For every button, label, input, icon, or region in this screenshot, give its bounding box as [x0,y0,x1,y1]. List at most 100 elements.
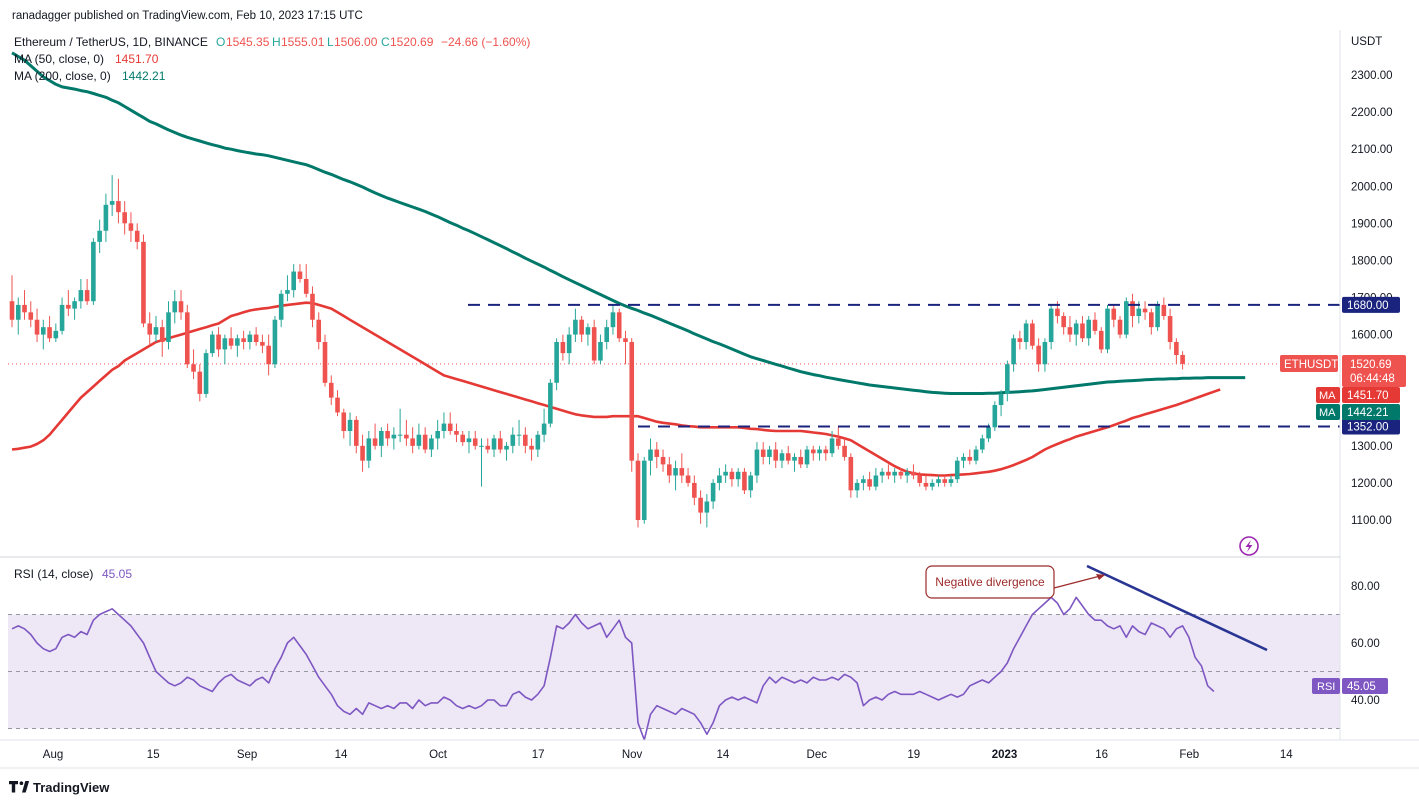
candle-body [84,290,90,302]
candle-body [9,301,15,320]
candles-layer [9,175,1185,528]
candle-body [967,456,973,461]
candle-body [266,345,271,365]
candle-body [767,449,772,457]
candle-body [172,301,178,313]
candle-body [854,482,860,491]
candle-body [285,290,290,294]
candle-body [867,479,872,487]
candle-body [886,471,891,476]
candle-body [742,471,747,491]
candle-body [754,449,760,476]
tradingview-logo-text: TradingView [33,780,110,795]
candle-body [122,212,127,224]
candle-body [260,342,265,346]
candle-body [541,423,547,435]
ma50-tag-text: MA [1319,390,1336,402]
candle-body [654,449,660,457]
candle-body [354,419,359,446]
candle-body [836,438,841,446]
candle-body [341,412,347,431]
ohlc-open-label: O [216,35,225,49]
price-tick-label: 2300.00 [1351,70,1393,82]
ma200-legend-value: 1442.21 [122,69,166,83]
time-tick-label: 17 [532,749,545,761]
ma200-badge-text: 1442.21 [1347,407,1389,419]
time-tick-label: 14 [1280,749,1293,761]
candle-body [917,475,922,483]
rsi-legend[interactable]: RSI (14, close) 45.05 [14,567,132,581]
candle-body [604,327,609,342]
candle-body [717,475,722,483]
levels-layer [468,303,1340,428]
candle-body [516,434,522,436]
candle-body [591,327,597,361]
time-tick-label: 15 [147,749,160,761]
candle-body [53,330,59,339]
candle-body [723,471,728,476]
candle-body [1048,308,1054,342]
candle-body [623,338,628,342]
price-tick-label: 2100.00 [1351,144,1393,156]
ma200-legend-label: MA (200, close, 0) [14,69,111,83]
candle-body [497,438,503,450]
candle-body [779,453,785,461]
ticker-badge-bg [1280,355,1338,372]
candle-body [278,293,284,320]
candle-body [986,427,991,439]
ma50-legend-label: MA (50, close, 0) [14,52,104,66]
candle-body [322,342,328,383]
candle-body [1105,308,1110,350]
candle-body [911,471,916,476]
resistance-badge-text: 1680.00 [1347,300,1389,312]
rsi-tick-label: 40.00 [1351,695,1380,707]
candle-body [472,438,478,446]
badges-layer: 1680.00 1352.00 ETHUSDT 1520.69 06:44:48 MA 14… [1280,296,1406,694]
candle-body [422,434,428,450]
resistance-badge-bg [1342,296,1400,313]
candle-body [316,319,322,342]
time-tick-label: Feb [1179,749,1199,761]
candle-body [441,423,447,431]
candle-body [529,445,534,450]
rsi-legend-value: 45.05 [102,567,132,581]
ma200-legend[interactable]: MA (200, close, 0) 1442.21 [14,69,166,83]
candle-body [1092,319,1098,331]
time-tick-label: Aug [43,749,63,761]
time-tick-label: 14 [335,749,348,761]
candle-body [247,334,253,342]
candle-body [197,371,203,394]
symbol-legend[interactable]: Ethereum / TetherUS, 1D, BINANCE O 1545.… [14,35,530,49]
ma50-badge-text: 1451.70 [1347,390,1389,402]
lightning-icon[interactable] [1239,536,1259,556]
candle-body [460,434,466,443]
candle-body [134,230,140,242]
candle-body [1142,308,1148,313]
candle-body [998,393,1004,406]
candle-body [1117,319,1123,335]
candle-body [1161,304,1167,317]
candle-body [948,479,954,483]
candle-body [1067,327,1073,335]
tradingview-logo[interactable]: TradingView [8,780,110,795]
candle-body [923,482,929,487]
ma50-legend[interactable]: MA (50, close, 0) 1451.70 [14,52,159,66]
candle-body [729,471,735,480]
candle-body [1080,323,1085,339]
candle-body [291,271,296,291]
candle-body [78,290,84,302]
price-tick-label: 1800.00 [1351,255,1393,267]
candle-body [454,431,459,435]
candle-body [66,304,71,309]
candle-body [235,338,240,346]
candle-body [347,419,353,431]
candle-body [942,479,948,483]
rsi-tag-bg [1312,678,1340,694]
price-tick-label: 2200.00 [1351,107,1393,119]
candle-body [91,241,96,302]
candle-body [435,431,440,439]
countdown-text: 06:44:48 [1350,373,1395,385]
candle-body [735,471,741,480]
candle-body [141,241,146,324]
